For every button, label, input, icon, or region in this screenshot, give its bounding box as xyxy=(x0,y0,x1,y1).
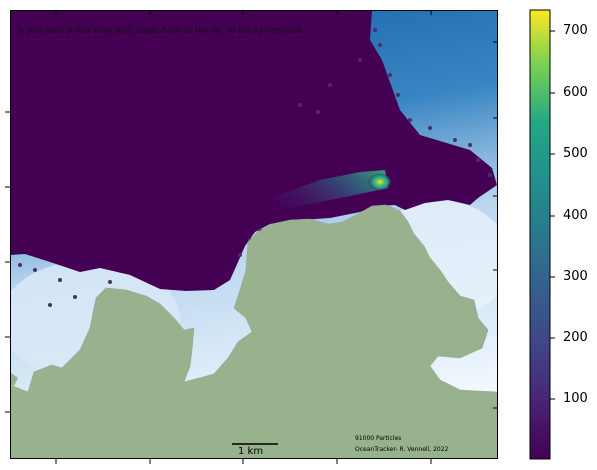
island xyxy=(10,372,18,386)
colorbar-tick-label: 300 xyxy=(563,269,588,284)
colorbar-tick-label: 400 xyxy=(563,208,588,223)
map-title: ly pollutant at last time step, depth-bu… xyxy=(18,26,302,35)
colorbar xyxy=(529,9,551,460)
colorbar-tick-label: 100 xyxy=(563,391,588,406)
colorbar-tick-label: 500 xyxy=(563,146,588,161)
land-mass xyxy=(10,204,498,459)
map-area xyxy=(10,10,498,459)
particles-label: 91000 Particles xyxy=(355,435,402,442)
particle-cloud xyxy=(10,10,497,291)
concentration-tail xyxy=(250,170,388,214)
scale-bar-label: 1 km xyxy=(238,446,264,457)
colorbar-tick-label: 600 xyxy=(563,85,588,100)
credit-label: OceanTracker- R. Vennell, 2022 xyxy=(355,446,449,453)
colorbar-ticks xyxy=(550,30,555,400)
concentration-hotspot xyxy=(368,173,392,191)
colorbar-tick-label: 700 xyxy=(563,23,588,38)
colorbar-tick-label: 200 xyxy=(563,330,588,345)
scattered-particles xyxy=(18,28,492,307)
